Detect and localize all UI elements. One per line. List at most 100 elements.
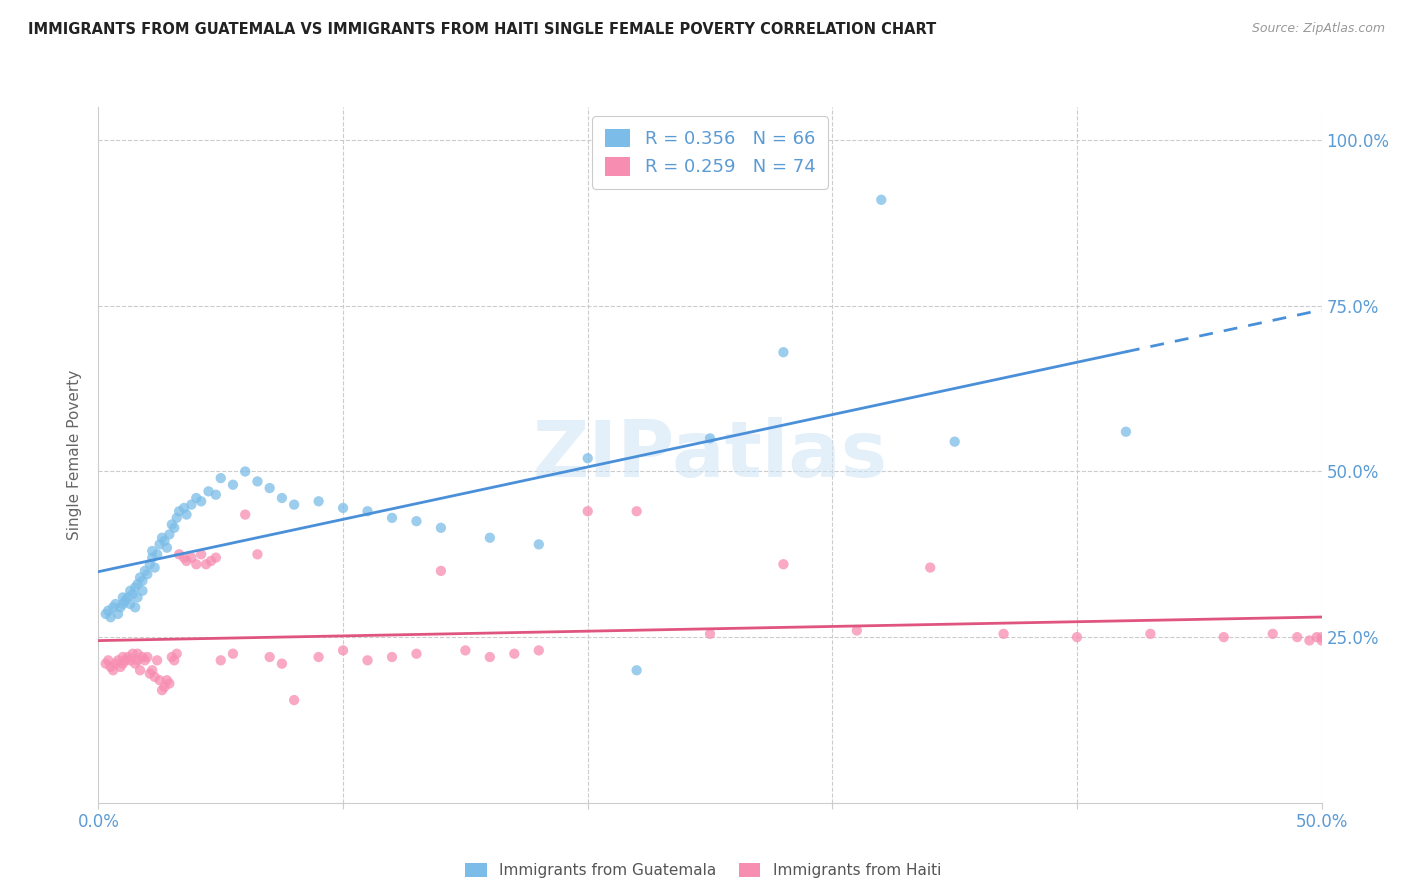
Point xyxy=(153,680,176,694)
Point xyxy=(576,504,599,518)
Point xyxy=(129,663,152,677)
Point xyxy=(270,491,294,505)
Point xyxy=(150,531,173,545)
Text: ZIPatlas: ZIPatlas xyxy=(533,417,887,493)
Point xyxy=(332,643,354,657)
Point xyxy=(527,643,550,657)
Point xyxy=(111,650,134,665)
Point xyxy=(107,607,129,621)
Point xyxy=(430,564,453,578)
Point xyxy=(104,657,127,671)
Point xyxy=(259,650,281,665)
Point xyxy=(121,647,143,661)
Point xyxy=(111,657,134,671)
Point xyxy=(195,558,218,572)
Point xyxy=(699,431,721,445)
Point xyxy=(233,465,256,479)
Point xyxy=(120,597,142,611)
Point xyxy=(173,550,195,565)
Point xyxy=(149,673,172,688)
Point xyxy=(993,627,1015,641)
Point xyxy=(1261,627,1284,641)
Point xyxy=(209,471,232,485)
Point xyxy=(205,488,228,502)
Point xyxy=(167,547,190,561)
Point xyxy=(124,600,146,615)
Point xyxy=(146,653,169,667)
Point xyxy=(205,550,228,565)
Point xyxy=(222,647,245,661)
Point xyxy=(246,475,269,489)
Point xyxy=(134,653,156,667)
Y-axis label: Single Female Poverty: Single Female Poverty xyxy=(67,370,83,540)
Point xyxy=(131,574,153,588)
Point xyxy=(146,547,169,561)
Point xyxy=(1310,633,1333,648)
Point xyxy=(114,653,136,667)
Point xyxy=(308,650,330,665)
Point xyxy=(139,666,162,681)
Point xyxy=(124,657,146,671)
Point xyxy=(356,653,378,667)
Point xyxy=(149,537,172,551)
Point xyxy=(308,494,330,508)
Point xyxy=(186,558,208,572)
Point xyxy=(270,657,294,671)
Point xyxy=(772,558,794,572)
Point xyxy=(356,504,378,518)
Point xyxy=(222,477,245,491)
Point xyxy=(454,643,477,657)
Point xyxy=(117,591,139,605)
Point xyxy=(141,544,163,558)
Point xyxy=(1306,630,1329,644)
Point xyxy=(186,491,208,505)
Point xyxy=(332,500,354,515)
Point xyxy=(176,508,198,522)
Point xyxy=(110,660,132,674)
Point xyxy=(157,527,180,541)
Point xyxy=(478,650,501,665)
Point xyxy=(381,650,404,665)
Point xyxy=(141,663,163,677)
Point xyxy=(156,541,179,555)
Point xyxy=(111,591,134,605)
Point xyxy=(845,624,868,638)
Point xyxy=(110,600,132,615)
Point xyxy=(127,591,149,605)
Point xyxy=(143,560,166,574)
Point xyxy=(100,610,122,624)
Point xyxy=(405,514,427,528)
Point xyxy=(197,484,219,499)
Point xyxy=(920,560,942,574)
Point xyxy=(97,653,120,667)
Point xyxy=(626,504,648,518)
Point xyxy=(870,193,893,207)
Point xyxy=(772,345,794,359)
Legend: Immigrants from Guatemala, Immigrants from Haiti: Immigrants from Guatemala, Immigrants fr… xyxy=(458,857,948,884)
Point xyxy=(1286,630,1309,644)
Point xyxy=(430,521,453,535)
Point xyxy=(1066,630,1088,644)
Text: IMMIGRANTS FROM GUATEMALA VS IMMIGRANTS FROM HAITI SINGLE FEMALE POVERTY CORRELA: IMMIGRANTS FROM GUATEMALA VS IMMIGRANTS … xyxy=(28,22,936,37)
Point xyxy=(127,647,149,661)
Point xyxy=(136,567,159,582)
Point xyxy=(943,434,966,449)
Point xyxy=(246,547,269,561)
Point xyxy=(180,498,202,512)
Point xyxy=(139,558,162,572)
Point xyxy=(101,600,124,615)
Point xyxy=(259,481,281,495)
Point xyxy=(576,451,599,466)
Point xyxy=(127,653,149,667)
Point xyxy=(503,647,526,661)
Point xyxy=(114,593,136,607)
Point xyxy=(166,511,188,525)
Point xyxy=(167,504,190,518)
Point xyxy=(129,570,152,584)
Point xyxy=(176,554,198,568)
Point xyxy=(163,521,186,535)
Point xyxy=(107,653,129,667)
Point xyxy=(157,676,180,690)
Point xyxy=(1298,633,1320,648)
Point xyxy=(97,604,120,618)
